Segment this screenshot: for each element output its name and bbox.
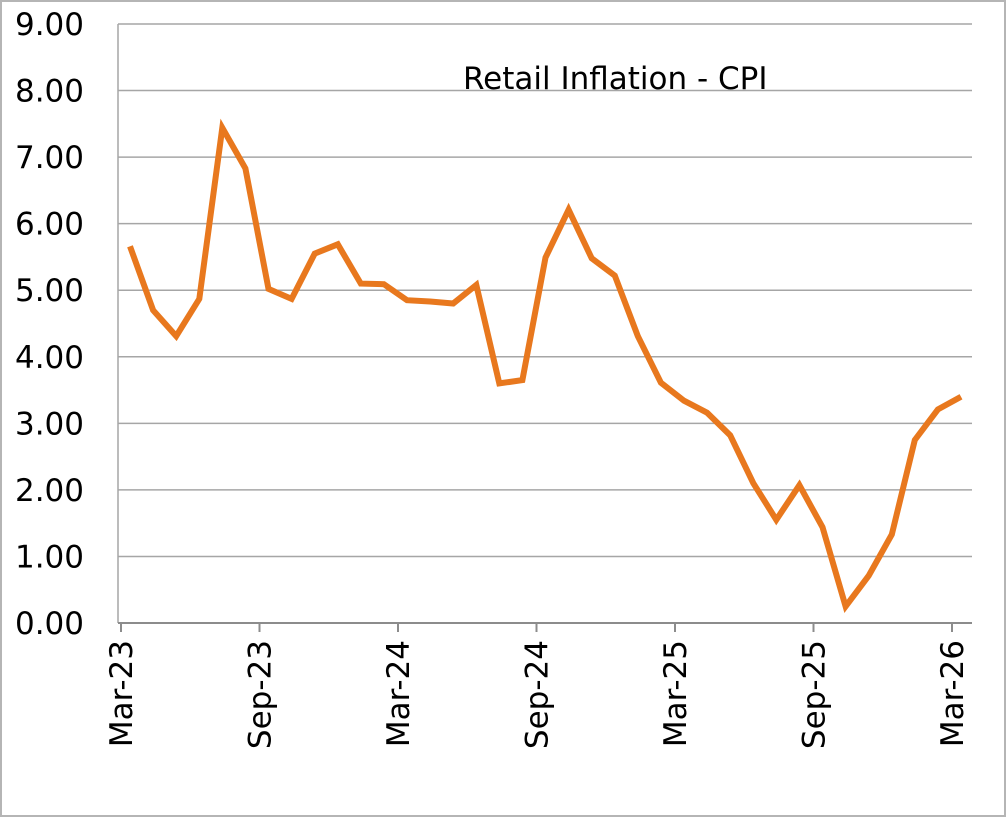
data-point (681, 398, 687, 404)
data-point (150, 307, 156, 313)
y-tick-label: 7.00 (15, 140, 84, 176)
data-point (312, 251, 318, 257)
data-point (242, 165, 248, 171)
y-tick-label: 1.00 (15, 539, 84, 575)
data-point (635, 333, 641, 339)
data-point (427, 299, 433, 305)
data-point (473, 282, 479, 288)
series-layer (127, 118, 964, 613)
data-point (935, 406, 941, 412)
series-line (127, 118, 963, 613)
data-point (889, 531, 895, 537)
data-point (496, 380, 502, 386)
data-point (358, 281, 364, 287)
data-point (773, 517, 779, 523)
x-tick-label: Mar-26 (935, 640, 971, 747)
x-tick-label: Mar-23 (104, 640, 140, 747)
chart-title: Retail Inflation - CPI (463, 61, 768, 97)
x-axis-tick-labels: Mar-23 Sep-23 Mar-24 Sep-24 Mar-25 Sep-25 Mar-… (104, 623, 971, 749)
data-point (750, 480, 756, 486)
data-point (266, 286, 272, 292)
y-tick-label: 9.00 (15, 7, 84, 43)
data-point (704, 410, 710, 416)
data-point (612, 273, 618, 279)
data-point (127, 243, 133, 249)
data-point (519, 377, 525, 383)
data-point (796, 482, 802, 488)
y-tick-label: 4.00 (15, 340, 84, 376)
data-point (543, 255, 549, 261)
y-tick-label: 8.00 (15, 74, 84, 110)
data-point (173, 333, 179, 339)
data-point (404, 297, 410, 303)
y-tick-label: 3.00 (15, 406, 84, 442)
data-point (912, 437, 918, 443)
data-point (958, 394, 964, 400)
y-tick-label: 0.00 (15, 606, 84, 642)
data-point (727, 432, 733, 438)
x-tick-label: Mar-24 (381, 640, 417, 747)
data-point (866, 573, 872, 579)
gridlines (117, 23, 972, 623)
y-tick-label: 5.00 (15, 273, 84, 309)
data-point (658, 380, 664, 386)
y-axis-tick-labels: 0.00 1.00 2.00 3.00 4.00 5.00 6.00 7.00 8.00 9.00 (15, 7, 84, 642)
x-tick-label: Sep-24 (520, 640, 556, 749)
data-point (219, 125, 225, 131)
y-tick-label: 2.00 (15, 473, 84, 509)
y-tick-label: 6.00 (15, 207, 84, 243)
data-point (289, 296, 295, 302)
data-point (381, 281, 387, 287)
data-point (843, 603, 849, 609)
data-point (450, 301, 456, 307)
x-tick-label: Sep-25 (797, 640, 833, 749)
data-point (589, 255, 595, 261)
data-point (566, 207, 572, 213)
data-point (196, 296, 202, 302)
data-point (820, 524, 826, 530)
x-tick-label: Mar-25 (658, 640, 694, 747)
data-point (335, 241, 341, 247)
x-tick-label: Sep-23 (243, 640, 279, 749)
